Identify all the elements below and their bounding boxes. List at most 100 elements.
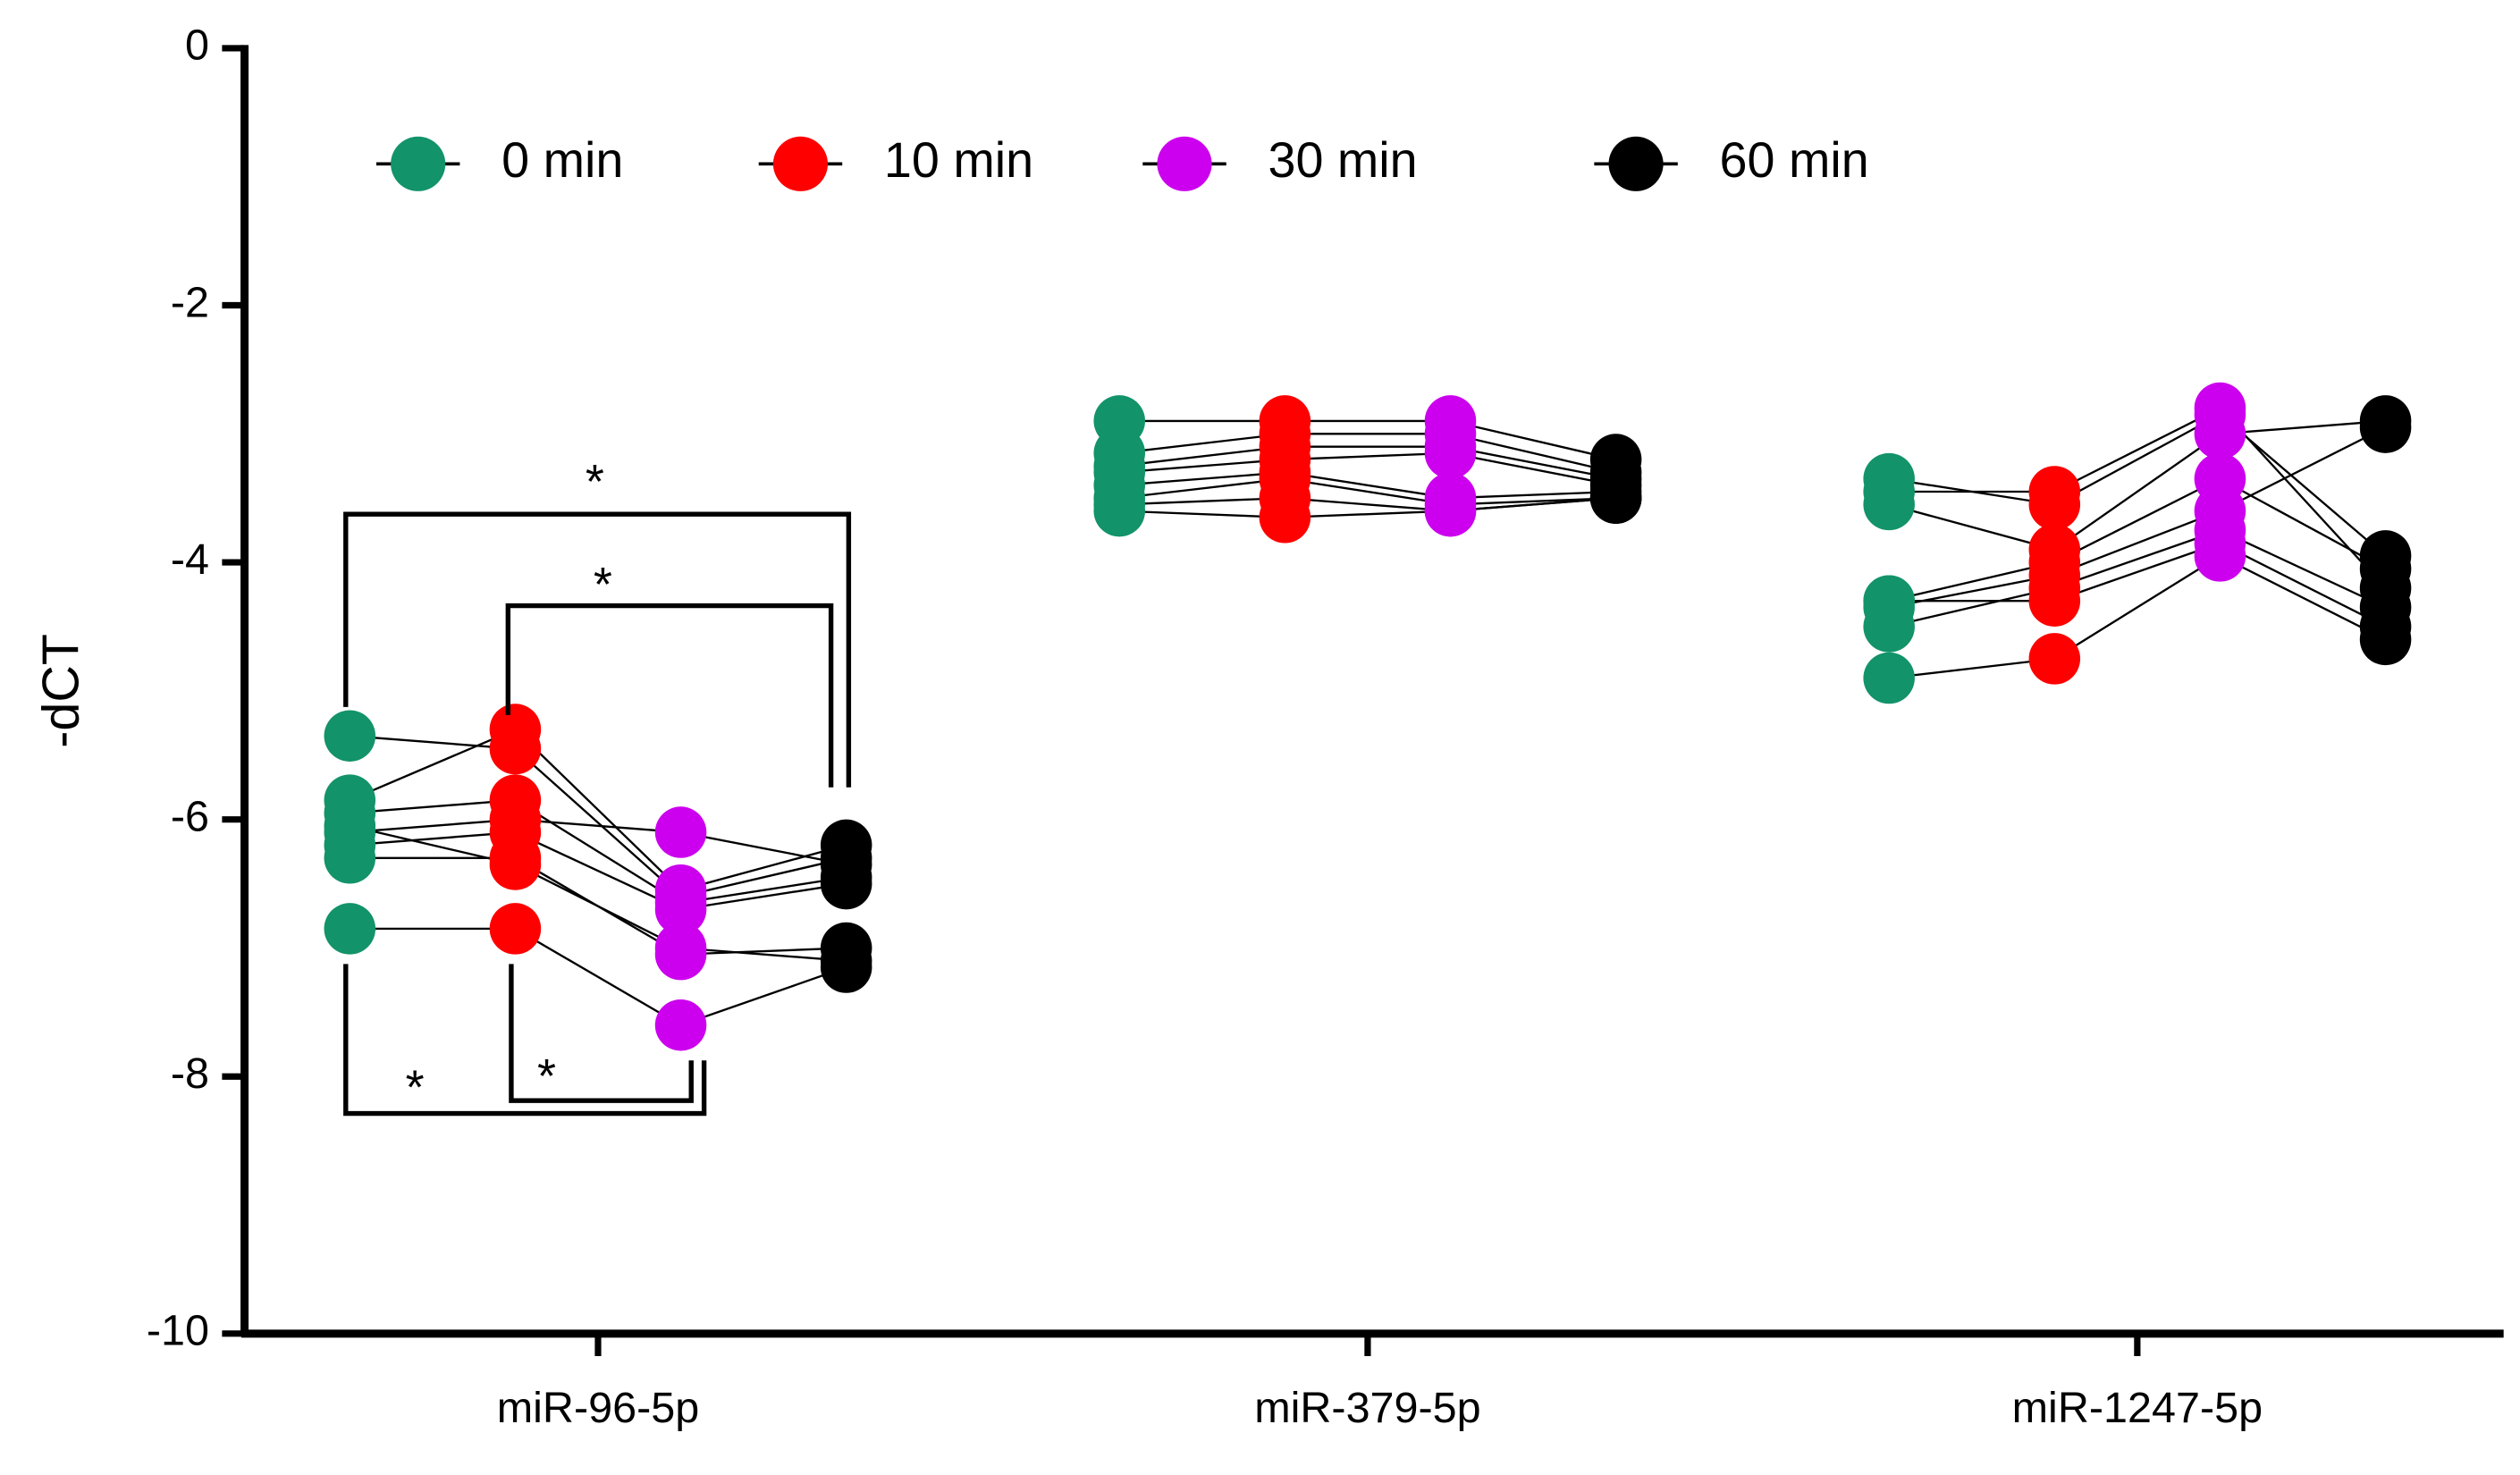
subject-line: [1119, 497, 1285, 506]
subject-line: [1119, 471, 1285, 486]
subject-line: [1888, 574, 2055, 609]
subject-line: [2220, 419, 2386, 435]
x-tick-label: miR-96-5p: [497, 1384, 699, 1432]
y-tick-label: -8: [171, 1049, 209, 1098]
subject-line: [1450, 433, 1616, 474]
subject-line: [2219, 477, 2387, 570]
legend-marker: [1157, 136, 1212, 191]
subject-line: [680, 947, 847, 963]
subject-line: [2053, 510, 2221, 577]
bracket: [343, 511, 852, 788]
dot: [1589, 472, 1642, 524]
bracket: [505, 603, 834, 788]
subject-line: [1450, 451, 1616, 486]
subject-line: [350, 824, 516, 866]
subject-line: [1450, 497, 1616, 512]
subject-line: [2053, 413, 2221, 506]
dot: [654, 883, 707, 936]
subject-line: [514, 747, 682, 898]
dot: [654, 806, 707, 858]
annotation: *: [586, 455, 604, 509]
dot: [1863, 652, 1915, 704]
subject-line: [514, 830, 682, 911]
subject-line: [680, 844, 847, 891]
annotation: *: [594, 558, 612, 611]
legend-marker: [391, 136, 446, 191]
dot: [654, 922, 707, 974]
bracket: [509, 964, 694, 1103]
subject-line: [2053, 554, 2221, 660]
subject-line: [1119, 433, 1285, 455]
subject-line: [1119, 510, 1285, 518]
y-tick-label: -4: [171, 535, 209, 584]
dot: [489, 704, 542, 755]
subject-line: [514, 863, 682, 949]
subject-line: [2053, 407, 2221, 493]
subject-line: [514, 799, 682, 905]
subject-line: [680, 856, 847, 898]
subject-line: [2219, 542, 2387, 628]
subject-line: [1285, 510, 1451, 518]
subject-line: [1450, 497, 1616, 506]
subject-line: [1889, 657, 2055, 679]
y-axis-label: -dCT: [32, 634, 89, 748]
dot: [1259, 492, 1311, 544]
bracket: [343, 964, 707, 1117]
subject-line: [1888, 586, 2055, 628]
legend-label: 10 min: [884, 132, 1033, 188]
x-tick-label: miR-379-5p: [1254, 1384, 1480, 1432]
dot: [2359, 543, 2412, 595]
subject-line: [680, 882, 847, 911]
y-tick-label: 0: [185, 21, 209, 70]
subject-line: [2219, 426, 2387, 512]
dot: [2359, 401, 2412, 453]
dot: [2028, 633, 2081, 685]
subject-line: [1285, 451, 1451, 461]
dot: [489, 903, 542, 955]
subject-line: [350, 798, 516, 814]
subject-line: [514, 927, 682, 1026]
dot: [1424, 427, 1477, 479]
annotation: *: [406, 1061, 425, 1115]
subject-line: [1119, 477, 1285, 500]
subject-line: [350, 735, 516, 750]
subject-line: [680, 965, 847, 1026]
subject-line: [2053, 477, 2221, 564]
dot: [1093, 485, 1145, 537]
y-tick-label: -6: [171, 792, 209, 840]
dot: [324, 903, 376, 955]
subject-line: [1285, 471, 1451, 500]
dot: [1863, 478, 1915, 531]
legend-label: 0 min: [501, 132, 623, 188]
dot: [820, 857, 872, 910]
subject-line: [1285, 477, 1451, 506]
subject-line: [1119, 445, 1285, 468]
subject-line: [2219, 407, 2387, 589]
dot: [324, 800, 376, 852]
subject-line: [350, 830, 516, 847]
legend-label: 30 min: [1268, 132, 1417, 188]
subject-line: [1285, 497, 1451, 512]
dot: [489, 839, 542, 890]
subject-line: [1450, 419, 1616, 461]
subject-line: [2053, 433, 2221, 551]
dot: [654, 999, 707, 1051]
dot: [1424, 485, 1477, 537]
dot: [820, 941, 872, 993]
subject-line: [2053, 529, 2221, 589]
dot: [324, 710, 376, 762]
legend-marker: [772, 136, 829, 191]
subject-line: [1888, 560, 2055, 603]
dot: [1863, 575, 1915, 627]
dot: [2194, 408, 2246, 460]
significance-brackets: [343, 511, 852, 1117]
subject-line: [515, 818, 681, 834]
y-tick-label: -2: [171, 278, 209, 326]
y-tick-label: -10: [147, 1307, 209, 1355]
subject-line: [680, 947, 847, 956]
subject-line: [1888, 503, 2055, 551]
subject-line: [349, 728, 516, 802]
subject-line: [514, 729, 682, 891]
